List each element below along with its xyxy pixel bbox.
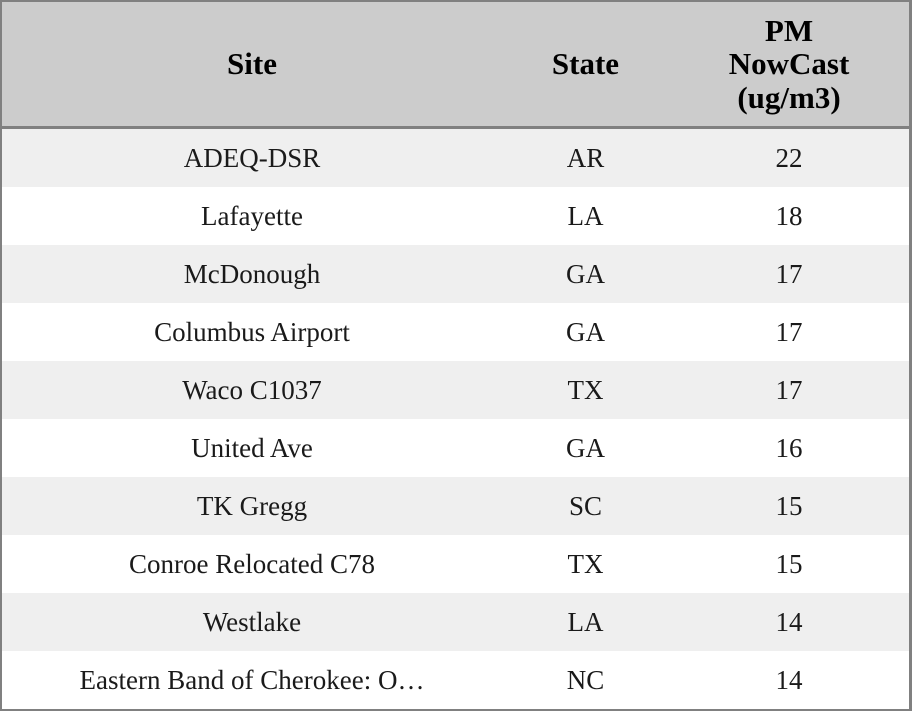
column-header-state: State — [502, 2, 669, 129]
column-header-pm-nowcast-line2: NowCast — [728, 46, 850, 82]
column-header-state-label: State — [551, 46, 620, 82]
table-body: ADEQ-DSR AR 22 Lafayette LA 18 McDonough… — [2, 127, 909, 709]
cell-pm-nowcast: 16 — [669, 419, 909, 477]
cell-pm-nowcast: 14 — [669, 651, 909, 709]
table-row: Westlake LA 14 — [2, 593, 909, 651]
cell-site: Lafayette — [2, 187, 502, 245]
cell-site: United Ave — [2, 419, 502, 477]
column-header-pm-nowcast-line1: PM — [764, 12, 814, 48]
table-row: Lafayette LA 18 — [2, 187, 909, 245]
cell-state: LA — [502, 187, 669, 245]
cell-state: TX — [502, 535, 669, 593]
cell-pm-nowcast: 17 — [669, 361, 909, 419]
cell-state: GA — [502, 419, 669, 477]
cell-state: GA — [502, 303, 669, 361]
cell-state: NC — [502, 651, 669, 709]
table-row: Columbus Airport GA 17 — [2, 303, 909, 361]
cell-pm-nowcast: 17 — [669, 245, 909, 303]
cell-pm-nowcast: 15 — [669, 477, 909, 535]
table-row: TK Gregg SC 15 — [2, 477, 909, 535]
cell-site: TK Gregg — [2, 477, 502, 535]
cell-site: Columbus Airport — [2, 303, 502, 361]
cell-site: McDonough — [2, 245, 502, 303]
column-header-pm-nowcast: PM NowCast (ug/m3) — [669, 2, 909, 129]
cell-pm-nowcast: 14 — [669, 593, 909, 651]
cell-site: ADEQ-DSR — [2, 127, 502, 187]
cell-site: Conroe Relocated C78 — [2, 535, 502, 593]
cell-pm-nowcast: 22 — [669, 127, 909, 187]
table-row: Waco C1037 TX 17 — [2, 361, 909, 419]
cell-state: SC — [502, 477, 669, 535]
cell-pm-nowcast: 15 — [669, 535, 909, 593]
cell-state: GA — [502, 245, 669, 303]
table-row: Conroe Relocated C78 TX 15 — [2, 535, 909, 593]
cell-site: Eastern Band of Cherokee: O… — [2, 651, 502, 709]
table-row: United Ave GA 16 — [2, 419, 909, 477]
table-row: McDonough GA 17 — [2, 245, 909, 303]
cell-state: LA — [502, 593, 669, 651]
cell-pm-nowcast: 18 — [669, 187, 909, 245]
cell-site: Westlake — [2, 593, 502, 651]
table-row: ADEQ-DSR AR 22 — [2, 127, 909, 187]
table-header: Site State PM NowCast (ug/m3) — [2, 2, 909, 129]
cell-state: AR — [502, 127, 669, 187]
column-header-site: Site — [2, 2, 502, 129]
column-header-pm-nowcast-line3: (ug/m3) — [737, 79, 841, 115]
cell-site: Waco C1037 — [2, 361, 502, 419]
table-header-row: Site State PM NowCast (ug/m3) — [2, 2, 909, 129]
cell-pm-nowcast: 17 — [669, 303, 909, 361]
column-header-site-label: Site — [227, 46, 277, 82]
table-row: Eastern Band of Cherokee: O… NC 14 — [2, 651, 909, 709]
cell-state: TX — [502, 361, 669, 419]
